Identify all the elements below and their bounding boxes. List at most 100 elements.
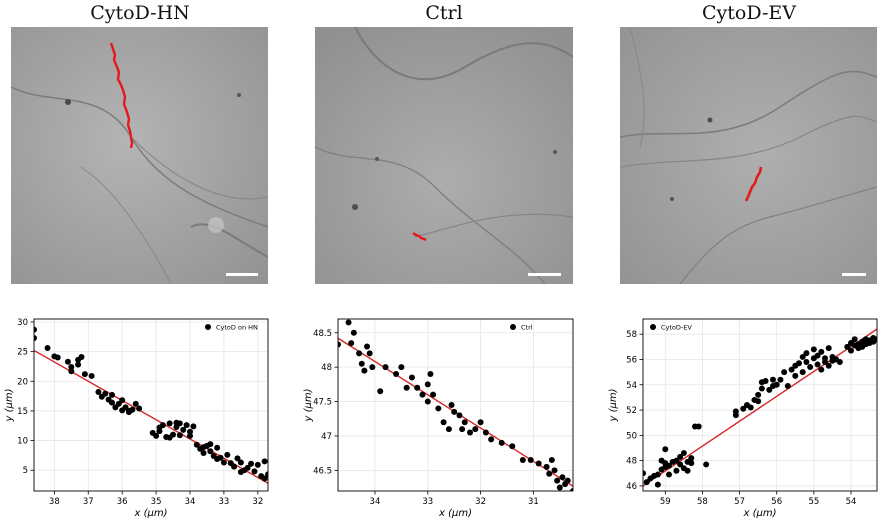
x-tick-label: 58 (697, 497, 708, 507)
data-point (136, 405, 143, 412)
data-point (34, 326, 37, 333)
data-point (364, 343, 371, 350)
data-point (732, 408, 739, 415)
data-point (166, 420, 173, 427)
track-cytod-hn (109, 42, 134, 149)
data-point (688, 455, 695, 462)
data-point (68, 368, 75, 375)
plot-frame (33, 318, 269, 492)
y-tick-label: 46.5 (313, 466, 332, 476)
y-tick-label: 54 (626, 381, 637, 391)
y-tick-label: 48 (626, 457, 637, 467)
data-point (844, 343, 851, 350)
data-point (784, 383, 791, 390)
data-point (234, 455, 241, 462)
data-point (472, 426, 479, 433)
scale-bar (842, 273, 866, 276)
data-point (445, 426, 452, 433)
data-point (456, 412, 463, 419)
data-point (755, 391, 762, 398)
data-point (180, 426, 187, 433)
y-tick-label: 48.5 (313, 329, 332, 339)
micrograph-cytod-ev (620, 27, 877, 284)
y-tick-label: 10 (17, 437, 28, 447)
data-point (254, 461, 261, 468)
micrograph-cytod-ev-svg (620, 27, 877, 284)
data-point (403, 384, 410, 391)
x-axis-label: x (μm) (742, 508, 776, 519)
data-point (519, 457, 526, 464)
data-point (408, 374, 415, 381)
data-point (688, 460, 695, 467)
fit-line (643, 328, 877, 487)
y-tick-label: 56 (626, 355, 637, 365)
legend-label: Ctrl (521, 324, 533, 332)
x-tick-label: 36 (117, 497, 128, 507)
data-point (244, 464, 251, 471)
y-axis-label: y (μm) (608, 388, 619, 422)
data-point (677, 453, 684, 460)
x-tick-label: 34 (370, 497, 381, 507)
y-tick-label: 50 (626, 431, 637, 441)
data-point (440, 419, 447, 426)
data-point (825, 362, 832, 369)
data-point (156, 424, 163, 431)
data-point (551, 467, 558, 474)
data-point (237, 459, 244, 466)
micrograph-ctrl-svg (315, 27, 573, 284)
data-point (770, 376, 776, 383)
data-point (214, 444, 221, 451)
x-tick-label: 55 (808, 497, 819, 507)
y-axis-label: y (μm) (4, 388, 15, 422)
data-point (393, 371, 400, 378)
data-point (543, 463, 550, 470)
plot-frame (642, 318, 878, 492)
data-point (559, 474, 566, 481)
data-point (414, 384, 421, 391)
y-axis-label: y (μm) (303, 388, 314, 422)
data-point (814, 352, 821, 359)
data-point (654, 481, 661, 488)
data-point (193, 441, 200, 448)
data-point (220, 459, 227, 466)
chart-1: 34 33 32 31 46.5 47 47.5 48 48.5 x (μm) y (μm) Ctrl (303, 318, 574, 519)
data-point (799, 353, 806, 360)
data-point (818, 348, 825, 355)
y-tick-label: 46 (626, 482, 637, 492)
data-point (459, 426, 466, 433)
data-point (338, 341, 341, 348)
data-point (747, 404, 754, 411)
plot-frame (337, 318, 574, 492)
y-tick-label: 58 (626, 330, 637, 340)
data-point (430, 391, 437, 398)
data-point (102, 390, 109, 397)
data-point (467, 429, 474, 436)
data-point (261, 475, 268, 482)
x-tick-label: 57 (734, 497, 745, 507)
data-point (377, 388, 384, 395)
data-point (695, 423, 702, 430)
data-point (825, 345, 832, 352)
data-point (796, 360, 802, 367)
data-point (75, 361, 82, 368)
data-point (237, 469, 244, 476)
data-point (677, 461, 684, 468)
legend-marker (650, 324, 656, 330)
data-point (64, 358, 71, 365)
data-point (348, 340, 355, 347)
data-point (81, 371, 88, 378)
y-tick-label: 48 (321, 363, 332, 373)
data-point (666, 471, 672, 478)
data-point (44, 345, 51, 352)
data-point (200, 450, 207, 457)
data-point (762, 377, 769, 384)
data-point (773, 381, 780, 388)
data-point (214, 455, 221, 462)
data-point (224, 451, 231, 458)
data-point (662, 446, 669, 453)
data-point (176, 432, 183, 439)
data-point (535, 460, 542, 467)
points-group (643, 334, 877, 488)
panel-title-cytod-ev: CytoD-EV (702, 2, 796, 24)
